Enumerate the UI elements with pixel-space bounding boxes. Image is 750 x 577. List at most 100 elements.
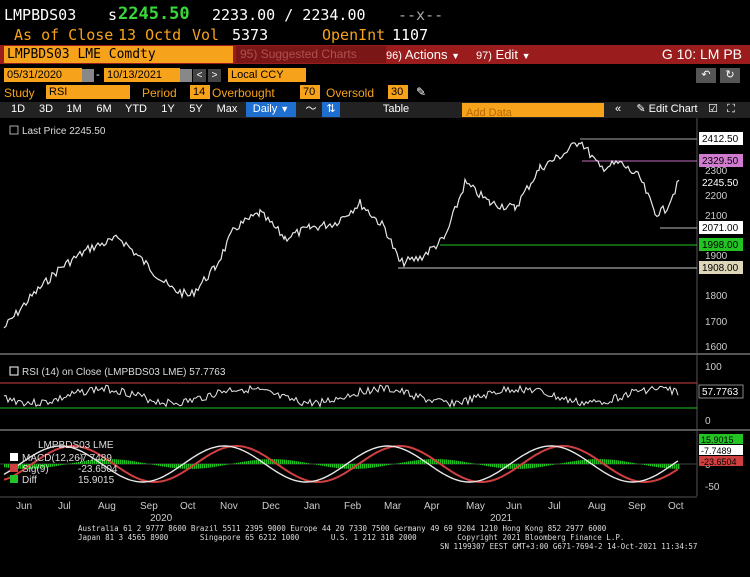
close-info: As of Close 13 Octd Vol 5373 OpenInt 110… — [0, 26, 750, 44]
oversold-input[interactable]: 30 — [388, 85, 408, 99]
ticker: LMPBDS03 — [4, 6, 77, 24]
price-tag: 2071.00 — [702, 223, 739, 234]
edit-chart-button[interactable]: ✎ Edit Chart — [632, 102, 702, 117]
x-month-label: Oct — [668, 501, 684, 512]
actions-label: Actions — [404, 47, 448, 62]
edit-label: Edit — [495, 47, 518, 62]
price-tag: 2329.50 — [702, 156, 739, 167]
price-tag-box — [699, 221, 743, 234]
period-1d[interactable]: 1D — [10, 103, 26, 115]
macd-title: LMPBDS03 LME — [38, 440, 114, 451]
price-tag-box — [698, 175, 744, 190]
price-axis-label: 1700 — [705, 317, 728, 328]
x-year-label: 2020 — [150, 513, 173, 524]
price-axis-label: 2100 — [705, 211, 728, 222]
price-legend-box[interactable] — [9, 125, 19, 135]
openint-value: 1107 — [392, 26, 429, 44]
price-series — [3, 141, 680, 329]
edit-menu[interactable]: 97) Edit ▼ — [476, 46, 542, 63]
period-1y[interactable]: 1Y — [161, 103, 175, 115]
period-max[interactable]: Max — [216, 103, 238, 115]
chart-area[interactable]: 2300 2200 2100 1900 1800 1700 1600 2412.50 2329.… — [0, 118, 750, 577]
x-month-label: Aug — [98, 501, 116, 512]
x-month-label: Sep — [628, 501, 646, 512]
prev-arrow-icon[interactable]: < — [193, 69, 206, 82]
period-input[interactable]: 14 — [190, 85, 210, 99]
price-legend: Last Price 2245.50 — [22, 126, 106, 137]
period-ytd[interactable]: YTD — [125, 103, 147, 115]
rsi-series — [3, 384, 679, 408]
add-data-placeholder: Add Data — [466, 107, 512, 119]
edit-num: 97) — [476, 50, 492, 62]
line-chart-icon[interactable]: 〜 — [305, 103, 317, 115]
period-3d[interactable]: 3D — [38, 103, 54, 115]
period-5y[interactable]: 5Y — [189, 103, 203, 115]
study-label: Study — [4, 86, 35, 100]
macd-tag-box — [699, 456, 743, 466]
currency-select[interactable]: Local CCY — [228, 68, 306, 82]
x-month-label: May — [466, 501, 485, 512]
diff-legend-swatch[interactable] — [10, 475, 18, 483]
start-calendar-icon[interactable] — [82, 69, 94, 82]
macd-tag: 15.9015 — [701, 435, 734, 445]
macd-series — [3, 445, 679, 483]
x-month-label: Apr — [424, 501, 440, 512]
actions-menu[interactable]: 96) Actions ▼ — [386, 46, 470, 63]
next-arrow-icon[interactable]: > — [208, 69, 221, 82]
macd-histogram — [4, 459, 680, 469]
study-select[interactable]: RSI — [46, 85, 130, 99]
x-month-label: Oct — [180, 501, 196, 512]
price-axis-label: 1800 — [705, 291, 728, 302]
expand-icon[interactable]: ⛶ — [727, 103, 735, 115]
candle-chart-icon[interactable]: ⇅ — [322, 102, 340, 117]
footer-line-1: Australia 61 2 9777 8600 Brazil 5511 239… — [78, 524, 607, 533]
chart-settings-icon[interactable]: ☑ — [708, 103, 718, 115]
rsi-legend-box[interactable] — [9, 366, 19, 376]
footer-line-3: SN 1199307 EEST GMT+3:00 G671-7694-2 14-… — [440, 542, 698, 551]
start-date-input[interactable]: 05/31/2020 — [4, 68, 82, 82]
frequency-select[interactable]: Daily ▼ — [246, 102, 296, 117]
price-tag: 2245.50 — [702, 178, 739, 189]
collapse-icon[interactable]: « — [614, 103, 622, 115]
study-row: Study RSI Period 14 Overbought 70 Overso… — [0, 85, 750, 101]
vol-value: 5373 — [232, 26, 269, 44]
x-month-label: Feb — [344, 501, 362, 512]
range-dash: - — [96, 69, 100, 81]
price-axis-label: 2200 — [705, 191, 728, 202]
pencil-icon[interactable]: ✎ — [416, 85, 427, 99]
suggested-charts-button[interactable]: 95) Suggested Charts — [236, 46, 386, 63]
bid-ask: 2233.00 / 2234.00 — [212, 6, 366, 24]
bid-ask-close: --x-- — [398, 6, 444, 24]
graph-id: G 10: LM PB — [661, 46, 742, 62]
frequency-label: Daily — [252, 103, 278, 115]
sig-legend-swatch[interactable] — [10, 464, 18, 472]
period-1m[interactable]: 1M — [66, 103, 82, 115]
openint-label: OpenInt — [322, 26, 386, 44]
price-tag-box — [699, 154, 743, 167]
x-month-label: Jun — [16, 501, 32, 512]
overbought-input[interactable]: 70 — [300, 85, 320, 99]
table-button[interactable]: Table — [382, 103, 410, 115]
security-field[interactable]: LMPBDS03 LME Comdty — [4, 46, 233, 63]
refresh-icon[interactable]: ↻ — [720, 68, 740, 83]
end-calendar-icon[interactable] — [180, 69, 192, 82]
undo-icon[interactable]: ↶ — [696, 68, 716, 83]
x-month-label: Jan — [304, 501, 320, 512]
rsi-axis-label: 0 — [705, 416, 711, 427]
date-range-row: 05/31/2020 - 10/13/2021 < > Local CCY ↶ … — [0, 67, 750, 84]
price-tag: 2412.50 — [702, 134, 739, 145]
add-data-input[interactable]: Add Data — [462, 103, 604, 119]
price-tag-box — [699, 261, 743, 274]
macd-tag: -7.7489 — [701, 446, 732, 456]
rsi-axis-label: 100 — [705, 362, 722, 373]
suggested-charts-num: 95) — [240, 47, 258, 61]
oversold-label: Oversold — [326, 86, 375, 100]
macd-legend-swatch[interactable] — [10, 453, 18, 461]
as-of-date: 13 Octd — [118, 26, 182, 44]
x-month-label: Dec — [262, 501, 280, 512]
period-6m[interactable]: 6M — [96, 103, 112, 115]
end-date-input[interactable]: 10/13/2021 — [104, 68, 180, 82]
period-label: Period — [142, 86, 177, 100]
x-year-label: 2021 — [490, 513, 513, 524]
footer-line-2: Japan 81 3 4565 8900 Singapore 65 6212 1… — [78, 533, 625, 542]
